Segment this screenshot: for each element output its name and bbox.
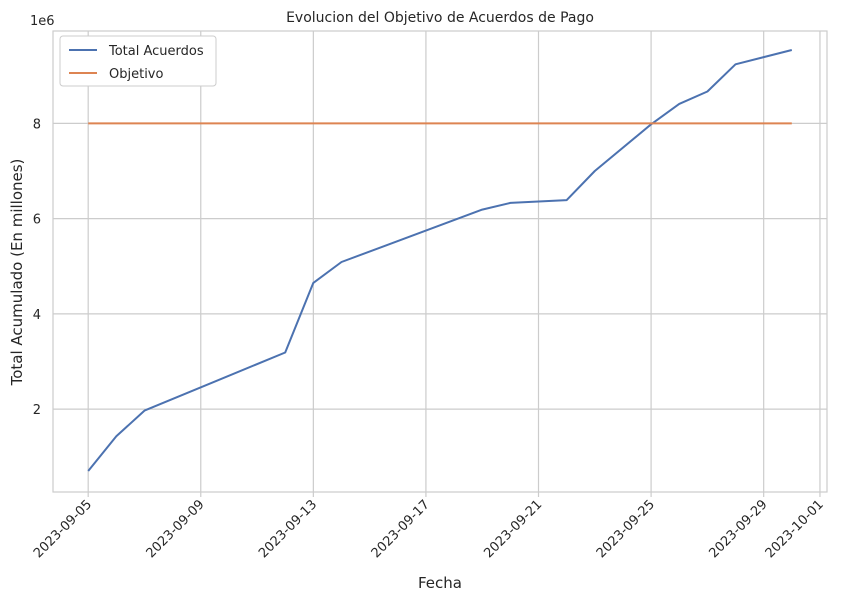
y-tick-label: 4 [33,308,41,323]
y-tick-label: 6 [33,213,41,228]
legend-label-total-acuerdos: Total Acuerdos [108,44,204,59]
series-layer [87,49,793,472]
y-offset-label: 1e6 [30,14,55,29]
x-axis-ticks: 2023-09-05 2023-09-09 2023-09-13 2023-09-17… [31,492,827,561]
legend: Total Acuerdos Objetivo [59,35,217,87]
y-grid [53,122,827,410]
y-tick-label: 2 [33,403,41,418]
legend-label-objetivo: Objetivo [109,67,163,82]
plot-frame [52,30,828,493]
y-axis-ticks: 2 4 6 8 [33,117,41,418]
legend-box [59,35,217,87]
x-tick-label: 2023-09-13 [256,497,320,561]
x-tick-label: 2023-09-09 [144,497,208,561]
series-line-total-acuerdos [87,49,793,472]
x-tick-label: 2023-10-01 [763,497,827,561]
x-tick-label: 2023-09-29 [706,497,770,561]
x-tick-label: 2023-09-25 [594,497,658,561]
x-axis-title: Fecha [418,574,462,592]
x-tick-label: 2023-09-17 [369,497,433,561]
x-grid [87,31,821,492]
x-tick-label: 2023-09-21 [481,497,545,561]
y-tick-label: 8 [33,117,41,132]
x-tick-label: 2023-09-05 [31,497,95,561]
y-axis-title: Total Acumulado (En millones) [8,159,26,387]
chart-title: Evolucion del Objetivo de Acuerdos de Pa… [286,10,594,26]
